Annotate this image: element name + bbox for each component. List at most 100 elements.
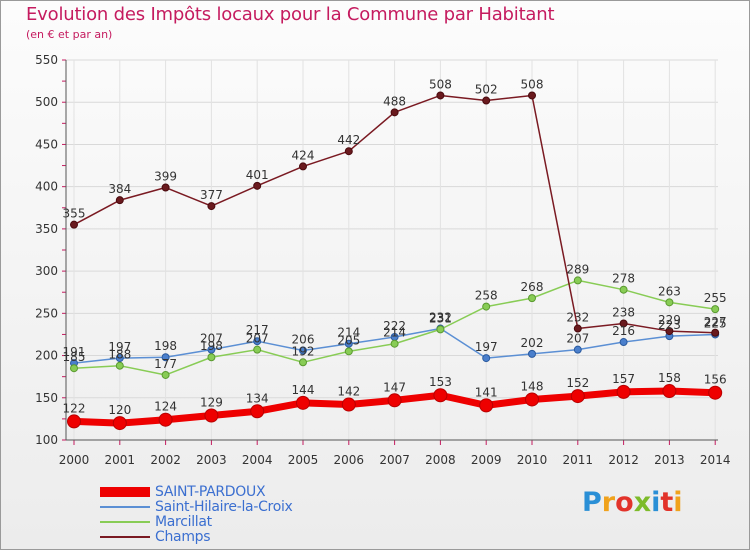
- x-tick-label: 2005: [288, 453, 319, 467]
- legend-label: SAINT-PARDOUX: [155, 484, 266, 500]
- data-label-marcillat: 231: [429, 311, 452, 325]
- data-label-saint-pardoux: 152: [566, 376, 589, 390]
- logo-letter: i: [673, 487, 683, 518]
- data-label-marcillat: 198: [200, 339, 223, 353]
- x-tick-label: 2002: [150, 453, 181, 467]
- data-label-saint-hilaire-la-croix: 232: [429, 311, 452, 325]
- data-label-saint-hilaire-la-croix: 198: [154, 339, 177, 353]
- x-tick-label: 2004: [242, 453, 273, 467]
- data-point-marcillat: [436, 325, 445, 334]
- y-tick-label: 200: [35, 349, 58, 363]
- data-point-saint-hilaire-la-croix: [161, 353, 170, 362]
- data-label-champs: 508: [521, 77, 544, 91]
- data-point-champs: [619, 319, 628, 328]
- data-point-saint-pardoux: [341, 397, 356, 412]
- data-label-saint-hilaire-la-croix: 206: [292, 332, 315, 346]
- chart-title: Evolution des Impôts locaux pour la Comm…: [26, 4, 555, 25]
- legend-label: Marcillat: [155, 514, 212, 530]
- y-tick-label: 500: [35, 95, 58, 109]
- data-label-champs: 442: [337, 133, 360, 147]
- y-tick-label: 550: [35, 53, 58, 67]
- legend: SAINT-PARDOUX Saint-Hilaire-la-Croix Marci…: [100, 484, 400, 545]
- data-label-champs: 401: [246, 168, 269, 182]
- data-label-marcillat: 185: [63, 350, 86, 364]
- data-label-champs: 424: [292, 148, 315, 162]
- x-tick-label: 2009: [471, 453, 502, 467]
- data-point-champs: [161, 183, 170, 192]
- x-tick-label: 2006: [334, 453, 365, 467]
- y-tick-label: 100: [35, 433, 58, 447]
- legend-item: Marcillat: [100, 514, 400, 530]
- data-label-saint-pardoux: 158: [658, 371, 681, 385]
- data-label-marcillat: 278: [612, 272, 635, 286]
- data-point-marcillat: [207, 353, 216, 362]
- data-label-saint-pardoux: 153: [429, 375, 452, 389]
- data-label-saint-pardoux: 144: [292, 383, 315, 397]
- x-tick-label: 2001: [105, 453, 136, 467]
- chart-subtitle: (en € et par an): [26, 28, 113, 41]
- data-point-marcillat: [665, 298, 674, 307]
- data-point-saint-pardoux: [525, 392, 539, 407]
- x-tick-label: 2014: [700, 453, 731, 467]
- data-point-saint-pardoux: [158, 412, 173, 427]
- gridlines: [66, 59, 718, 441]
- data-label-marcillat: 255: [704, 291, 727, 305]
- logo-letter: i: [651, 487, 661, 518]
- data-label-saint-pardoux: 156: [704, 373, 727, 387]
- data-label-marcillat: 205: [337, 333, 360, 347]
- data-labels-layer: 122 120 124 129 134 144 142 147 153 141 148 152 157 1…: [63, 77, 727, 417]
- data-point-saint-pardoux: [112, 416, 127, 431]
- data-point-saint-hilaire-la-croix: [573, 345, 582, 354]
- series-layer: [67, 91, 723, 431]
- data-point-champs: [70, 220, 78, 229]
- y-tick-label: 150: [35, 391, 58, 405]
- data-label-saint-pardoux: 148: [521, 379, 544, 393]
- data-point-champs: [115, 196, 124, 205]
- legend-swatch: [100, 506, 150, 508]
- data-label-saint-hilaire-la-croix: 191: [63, 345, 86, 359]
- data-point-saint-hilaire-la-croix: [344, 339, 353, 348]
- legend-swatch: [100, 536, 150, 538]
- data-label-saint-hilaire-la-croix: 197: [108, 340, 131, 354]
- data-label-saint-hilaire-la-croix: 222: [383, 319, 406, 333]
- data-label-champs: 238: [612, 305, 635, 319]
- data-point-saint-hilaire-la-croix: [299, 346, 307, 355]
- data-label-saint-hilaire-la-croix: 214: [337, 326, 360, 340]
- data-label-saint-pardoux: 129: [200, 396, 223, 410]
- data-label-saint-pardoux: 147: [383, 380, 406, 394]
- data-point-saint-pardoux: [616, 384, 631, 399]
- data-label-saint-pardoux: 124: [154, 400, 177, 414]
- data-point-marcillat: [482, 302, 491, 311]
- data-point-champs: [299, 162, 307, 171]
- data-label-champs: 377: [200, 188, 223, 202]
- data-point-saint-hilaire-la-croix: [619, 338, 628, 347]
- y-tick-label: 300: [35, 264, 58, 278]
- data-point-saint-pardoux: [479, 398, 494, 413]
- data-point-saint-pardoux: [67, 414, 81, 429]
- data-label-saint-hilaire-la-croix: 197: [475, 340, 498, 354]
- logo-letter: t: [660, 487, 674, 518]
- data-label-marcillat: 188: [108, 348, 131, 362]
- data-point-champs: [207, 202, 216, 211]
- proxiti-logo: Proxiti: [582, 487, 683, 518]
- legend-label: Champs: [155, 529, 211, 545]
- data-point-marcillat: [115, 361, 124, 370]
- y-tick-label: 350: [35, 222, 58, 236]
- data-point-champs: [528, 91, 536, 100]
- logo-letter: P: [582, 487, 602, 518]
- data-point-champs: [436, 91, 445, 100]
- x-tick-label: 2007: [379, 453, 410, 467]
- data-point-marcillat: [619, 285, 628, 294]
- logo-letter: o: [615, 487, 634, 518]
- data-point-champs: [253, 181, 262, 190]
- data-point-champs: [665, 327, 674, 336]
- data-label-saint-pardoux: 134: [246, 391, 269, 405]
- data-label-champs: 508: [429, 77, 452, 91]
- data-point-marcillat: [573, 276, 582, 285]
- data-label-saint-pardoux: 120: [108, 403, 131, 417]
- data-point-marcillat: [528, 294, 536, 303]
- x-tick-label: 2010: [517, 453, 548, 467]
- x-tick-label: 2003: [196, 453, 227, 467]
- data-label-marcillat: 263: [658, 284, 681, 298]
- x-tick-label: 2012: [608, 453, 639, 467]
